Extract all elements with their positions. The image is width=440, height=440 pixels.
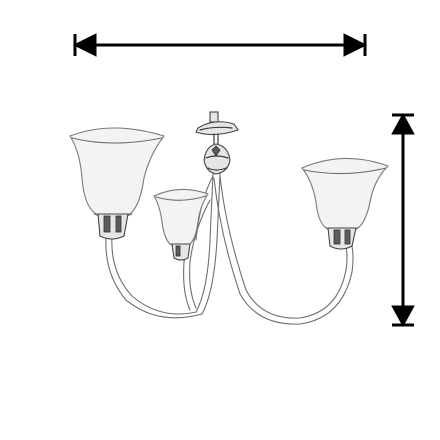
- width-dimension-arrow: [72, 33, 368, 57]
- middle-shade-rim: [155, 195, 207, 201]
- right-arm-outer: [219, 175, 348, 319]
- left-shade: [69, 127, 165, 215]
- left-cup: [97, 213, 129, 240]
- left-cup-detail-2: [115, 215, 122, 233]
- ceiling-canopy: [195, 111, 239, 147]
- right-cup: [327, 227, 357, 250]
- middle-lamp: [153, 188, 209, 261]
- width-arrow-left-head: [72, 33, 97, 57]
- central-hub: [203, 143, 231, 175]
- middle-arm-outer: [189, 199, 211, 309]
- left-lamp: [69, 127, 165, 240]
- chandelier: [69, 111, 389, 325]
- center-stem-right: [201, 173, 221, 315]
- right-arm-inner: [213, 177, 354, 325]
- canopy-finial: [209, 111, 219, 123]
- left-cup-detail: [103, 215, 111, 233]
- middle-cup: [171, 243, 191, 261]
- hub-ornament: [211, 145, 221, 157]
- right-shade: [301, 157, 389, 229]
- height-arrow-top-head: [391, 112, 415, 135]
- hub-body: [203, 143, 231, 175]
- right-cup-detail: [333, 229, 341, 245]
- right-cup-detail-2: [344, 229, 351, 245]
- left-arm-outer: [111, 235, 197, 315]
- right-shade-rim: [303, 167, 387, 175]
- left-shade-rim: [71, 137, 163, 144]
- width-arrow-right-head: [343, 33, 368, 57]
- left-arm-inner: [105, 235, 203, 319]
- height-dimension-arrow: [391, 112, 415, 328]
- hub-band: [205, 155, 229, 159]
- canopy-plate: [195, 121, 239, 136]
- middle-shade: [153, 188, 209, 245]
- height-arrow-bottom-head: [391, 305, 415, 328]
- center-stem-left: [195, 173, 214, 313]
- middle-cup-detail: [175, 245, 181, 257]
- right-lamp: [301, 157, 389, 250]
- canopy-edge: [199, 126, 233, 131]
- hub-lower-band: [207, 167, 227, 171]
